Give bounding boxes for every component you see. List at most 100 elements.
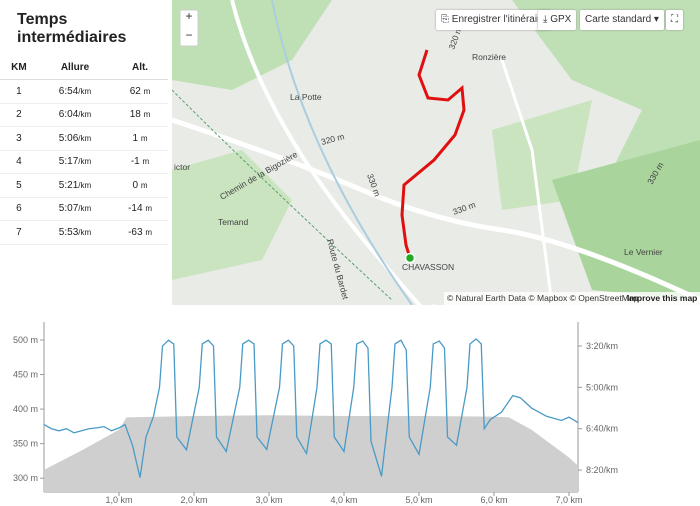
alt-value: -1 (130, 156, 140, 168)
split-row: 5 5:21/km 0 m (0, 173, 168, 198)
pace-unit: /km (78, 180, 92, 190)
split-alt: -63 m (112, 220, 168, 245)
map-label: La Potte (290, 92, 322, 102)
split-row: 1 6:54/km 62 m (0, 79, 168, 104)
split-row: 4 5:17/km -1 m (0, 150, 168, 174)
map-label: Temand (218, 217, 249, 227)
pace-value: 5:17 (58, 156, 79, 168)
split-km: 2 (0, 103, 38, 127)
map[interactable]: Ronzière La Potte Temand Chemin de la Bigoz… (171, 0, 700, 335)
x-tick-label: 5,0 km (405, 495, 432, 505)
splits-panel: Temps intermédiaires KM Allure Alt. 1 6:54/k… (0, 0, 172, 305)
pace-value: 5:21 (58, 179, 79, 191)
pace-line (43, 338, 579, 478)
gpx-label: GPX (550, 14, 572, 25)
pace-unit: /km (78, 133, 92, 143)
alt-unit: m (142, 157, 150, 167)
pace-value: 5:07 (58, 203, 79, 215)
pace-unit: /km (78, 110, 92, 120)
alt-unit: m (145, 227, 152, 237)
split-pace: 6:04/km (37, 103, 113, 127)
map-label: CHAVASSON (402, 262, 454, 272)
gpx-button[interactable]: ⤓ GPX (538, 10, 577, 30)
fullscreen-button[interactable]: ⛶ (666, 10, 683, 30)
zoom-out[interactable]: − (185, 28, 192, 42)
chart: 300 m 350 m 400 m 450 m 500 m 3:20/km 5:00/km 6… (0, 312, 700, 506)
pace-value: 6:54 (58, 85, 79, 97)
attribution: © Natural Earth Data © Mapbox © OpenStre… (447, 293, 639, 303)
splits-title: Temps intermédiaires (17, 11, 127, 46)
y-tick-label: 400 m (13, 404, 38, 414)
split-km: 6 (0, 197, 38, 221)
save-route-button[interactable]: ⎘ Enregistrer l'itinéraire (436, 10, 551, 30)
split-pace: 5:07/km (37, 197, 113, 221)
y-tick-label: 450 m (13, 370, 38, 380)
split-pace: 5:53/km (37, 220, 113, 245)
split-alt: 0 m (112, 173, 168, 198)
table-header: Alt. (112, 55, 168, 80)
map-label: Ronzière (472, 52, 506, 62)
split-alt: 18 m (112, 103, 168, 127)
improve-map[interactable]: Improve this map (627, 293, 697, 303)
x-tick-label: 7,0 km (555, 495, 582, 505)
alt-value: -63 (128, 226, 143, 238)
table-header: KM (0, 55, 38, 80)
split-alt: -14 m (112, 197, 168, 221)
split-row: 3 5:06/km 1 m (0, 126, 168, 151)
style-label: Carte standard (585, 14, 652, 25)
split-row: 2 6:04/km 18 m (0, 103, 168, 127)
pace-value: 6:04 (58, 109, 79, 121)
x-tick-label: 1,0 km (105, 495, 132, 505)
y-tick-label: 350 m (13, 439, 38, 449)
split-row: 6 5:07/km -14 m (0, 197, 168, 221)
x-tick-label: 6,0 km (480, 495, 507, 505)
map-label: Le Vernier (624, 247, 663, 257)
split-km: 7 (0, 220, 38, 245)
table-header: Allure (37, 55, 113, 80)
elevation-area (44, 415, 578, 492)
alt-unit: m (145, 204, 152, 214)
save-label: Enregistrer l'itinéraire (451, 14, 546, 25)
x-tick-label: 4,0 km (330, 495, 357, 505)
alt-value: 0 (132, 179, 139, 191)
y2-tick-label: 5:00/km (586, 382, 618, 392)
split-pace: 5:06/km (37, 126, 113, 151)
split-pace: 5:21/km (37, 173, 113, 198)
split-alt: -1 m (112, 150, 168, 174)
split-pace: 6:54/km (37, 79, 113, 104)
split-alt: 62 m (112, 79, 168, 104)
alt-value: 1 (132, 132, 139, 144)
alt-value: 62 (129, 85, 141, 97)
map-style-button[interactable]: Carte standard ▾ (580, 10, 664, 30)
y-tick-label: 300 m (13, 473, 38, 483)
pace-unit: /km (78, 204, 92, 214)
y2-tick-label: 6:40/km (586, 424, 618, 434)
pace-unit: /km (78, 86, 92, 96)
y2-tick-label: 8:20/km (586, 465, 618, 475)
x-tick-label: 3,0 km (255, 495, 282, 505)
y-tick-label: 500 m (13, 335, 38, 345)
splits-table: KM Allure Alt. 1 6:54/km 62 m 2 6:04/km 18 m 3 5:0… (0, 55, 168, 245)
pace-value: 5:06 (58, 132, 79, 144)
alt-unit: m (143, 110, 151, 120)
split-km: 1 (0, 79, 38, 104)
y2-tick-label: 3:20/km (586, 341, 618, 351)
split-km: 3 (0, 126, 38, 151)
pace-unit: /km (78, 157, 92, 167)
alt-unit: m (143, 86, 151, 96)
pace-value: 5:53 (58, 226, 79, 238)
alt-value: 18 (129, 109, 141, 121)
split-row: 7 5:53/km -63 m (0, 220, 168, 245)
split-pace: 5:17/km (37, 150, 113, 174)
pace-unit: /km (78, 227, 92, 237)
alt-value: -14 (128, 203, 143, 215)
alt-unit: m (140, 133, 148, 143)
zoom-in[interactable]: + (185, 9, 192, 23)
split-km: 5 (0, 173, 38, 198)
split-alt: 1 m (112, 126, 168, 151)
split-km: 4 (0, 150, 38, 174)
x-tick-label: 2,0 km (180, 495, 207, 505)
map-label: ictor (174, 162, 190, 172)
